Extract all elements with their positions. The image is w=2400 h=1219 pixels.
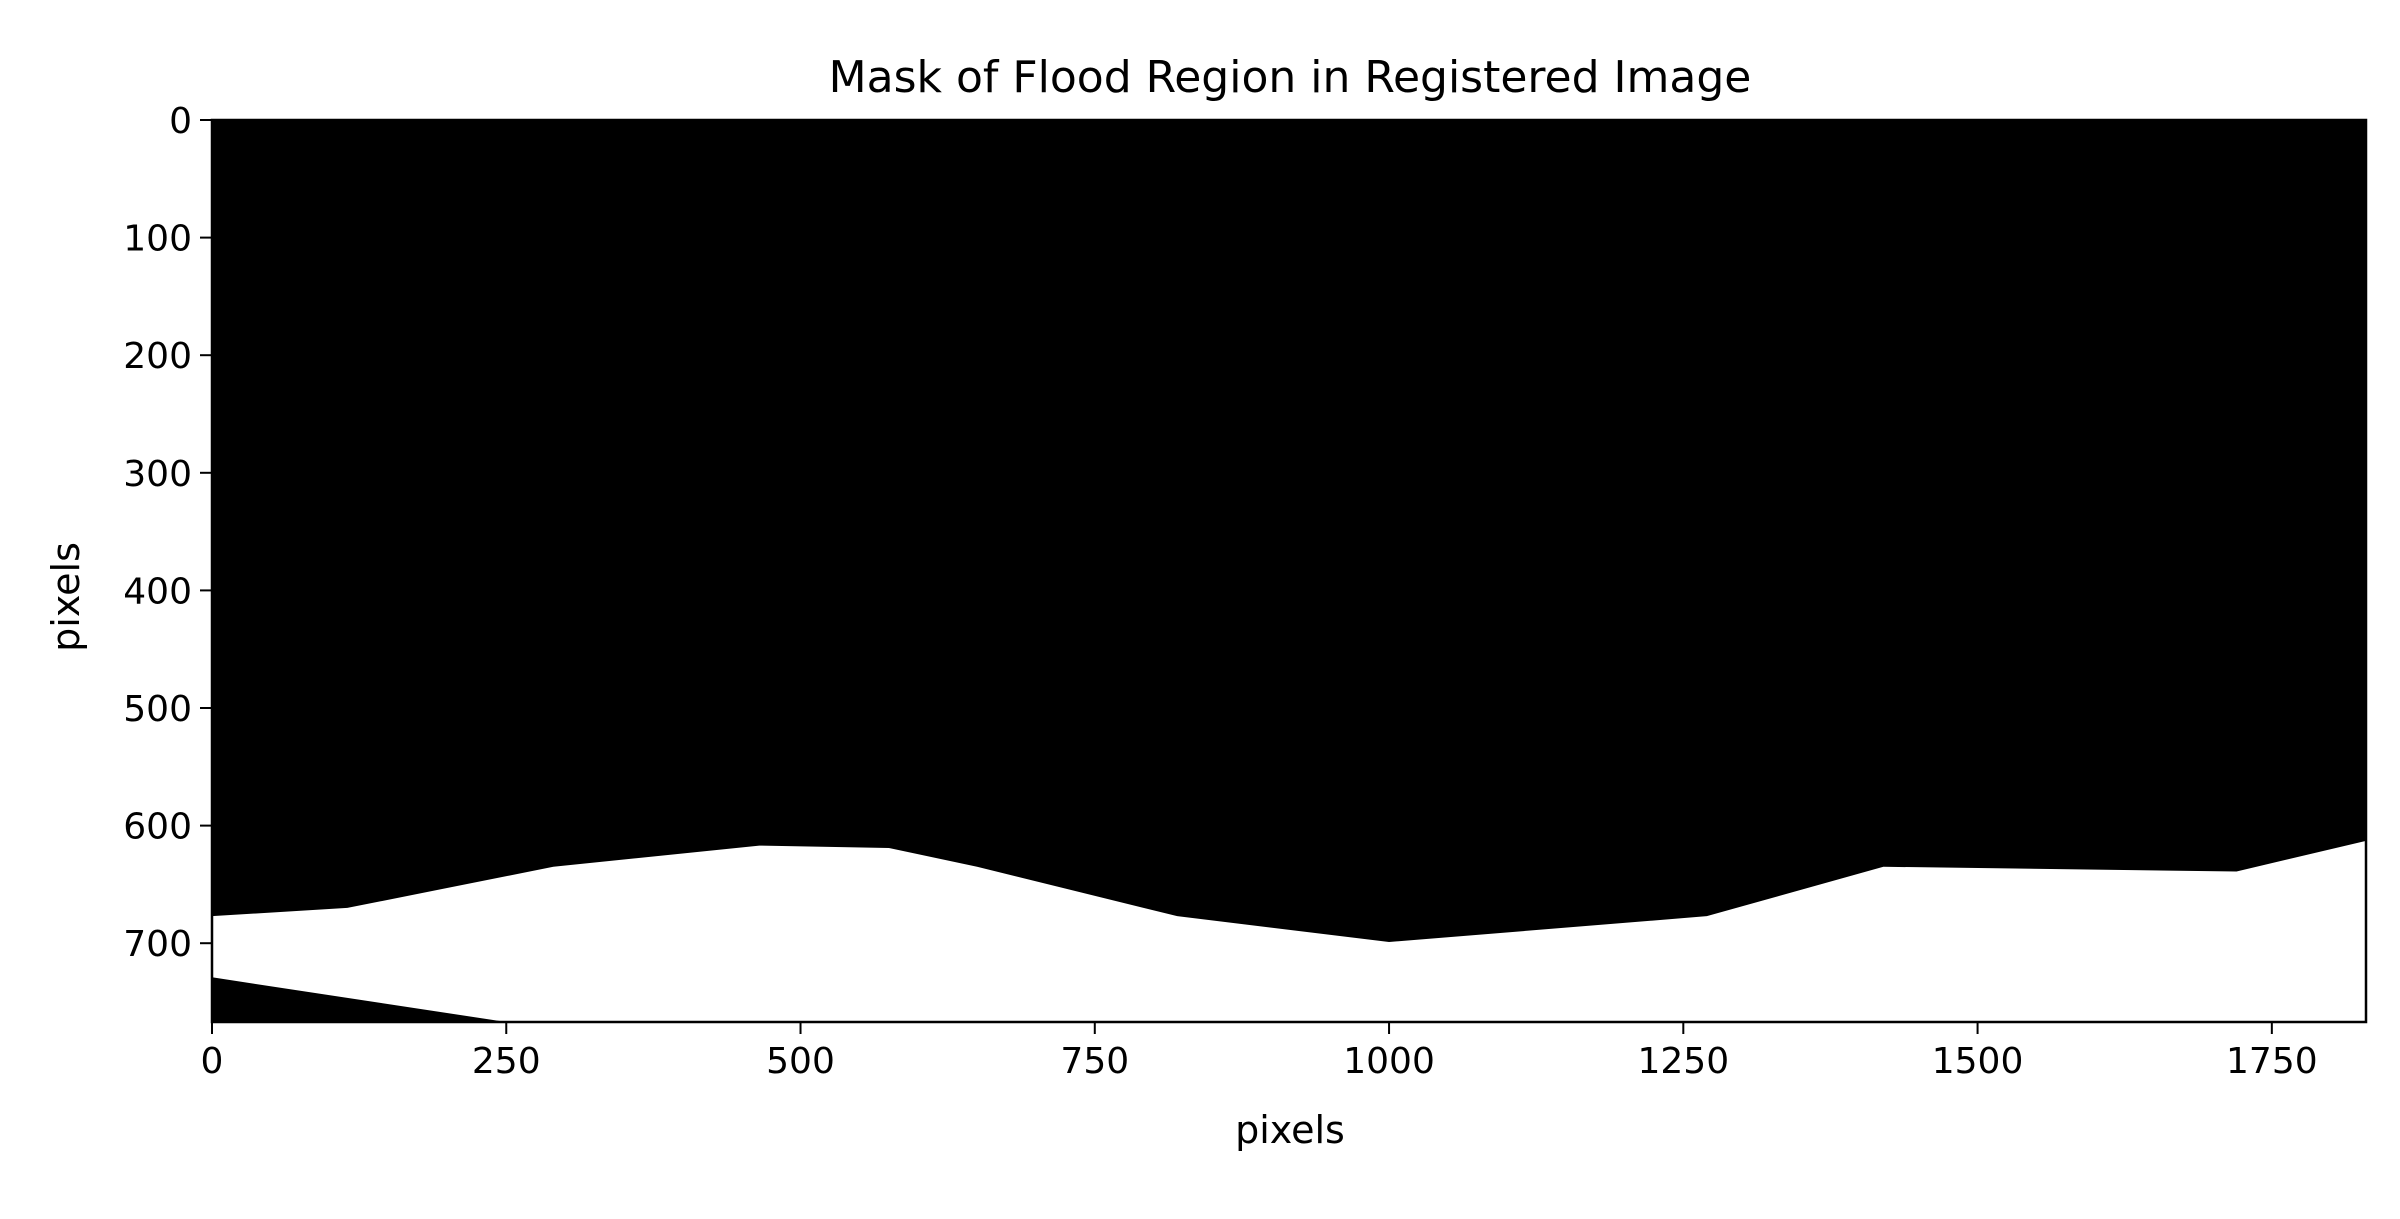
x-tick-label: 1750 bbox=[2226, 1041, 2318, 1082]
black-upper-region bbox=[212, 120, 2366, 943]
x-tick-label: 1500 bbox=[1932, 1041, 2024, 1082]
y-tick-label: 700 bbox=[123, 924, 192, 965]
chart-title: Mask of Flood Region in Registered Image bbox=[829, 52, 1752, 103]
x-tick-label: 1000 bbox=[1343, 1041, 1435, 1082]
y-axis: 0 100 200 300 400 500 600 700 bbox=[123, 101, 212, 965]
x-tick-label: 0 bbox=[201, 1041, 224, 1082]
y-tick-label: 500 bbox=[123, 689, 192, 730]
plot-frame bbox=[210, 118, 2368, 1024]
x-tick-label: 250 bbox=[472, 1041, 541, 1082]
y-tick-label: 600 bbox=[123, 807, 192, 848]
y-tick-label: 100 bbox=[123, 219, 192, 260]
x-tick-label: 1250 bbox=[1637, 1041, 1729, 1082]
y-tick-label: 0 bbox=[169, 101, 192, 142]
y-axis-label: pixels bbox=[44, 542, 88, 652]
y-tick-label: 300 bbox=[123, 454, 192, 495]
plot-area bbox=[210, 118, 2368, 1024]
x-tick-label: 500 bbox=[766, 1041, 835, 1082]
x-axis-label: pixels bbox=[1235, 1108, 1345, 1152]
y-tick-label: 200 bbox=[123, 336, 192, 377]
black-lower-wedge bbox=[212, 977, 507, 1022]
x-tick-label: 750 bbox=[1060, 1041, 1129, 1082]
y-tick-label: 400 bbox=[123, 571, 192, 612]
x-axis: 0 250 500 750 1000 1250 1500 1750 bbox=[201, 1022, 2318, 1082]
